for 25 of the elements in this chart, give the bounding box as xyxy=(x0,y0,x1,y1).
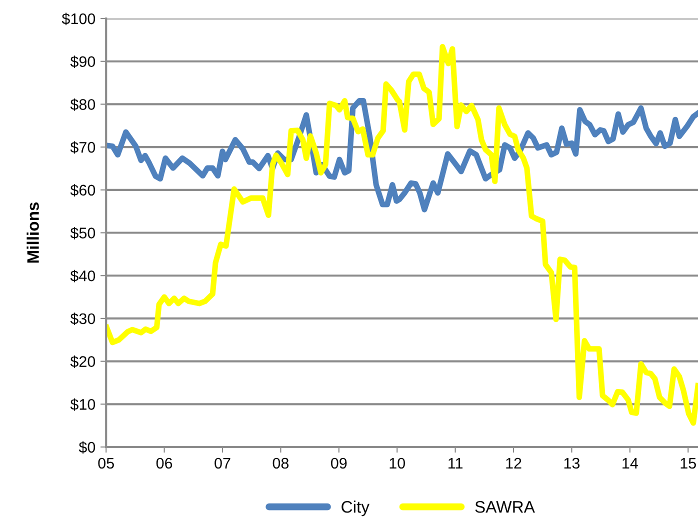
legend-label: SAWRA xyxy=(475,501,535,513)
y-tick-label: $20 xyxy=(70,356,96,368)
x-tick-label: 13 xyxy=(564,458,580,469)
y-axis-title: Millions xyxy=(26,202,39,263)
x-tick-label: 08 xyxy=(272,458,289,469)
y-tick-label: $0 xyxy=(78,441,96,454)
x-tick-label: 05 xyxy=(98,458,114,469)
y-tick-label: $50 xyxy=(70,226,96,240)
x-tick-label: 09 xyxy=(331,458,347,469)
y-tick-label: $70 xyxy=(70,141,96,154)
x-tick-label: 15 xyxy=(680,458,696,469)
y-tick-label: $10 xyxy=(70,398,96,411)
y-tick-label: $40 xyxy=(70,270,96,282)
x-tick-label: 06 xyxy=(156,458,172,469)
y-tick-label: $90 xyxy=(70,56,96,68)
x-tick-label: 14 xyxy=(622,458,638,468)
legend-label: City xyxy=(342,500,370,516)
y-tick-label: $100 xyxy=(62,12,96,26)
x-tick-label: 12 xyxy=(506,458,522,468)
x-tick-label: 10 xyxy=(390,458,405,469)
x-tick-label: 11 xyxy=(448,458,462,468)
y-tick-label: $80 xyxy=(70,98,96,111)
y-tick-label: $30 xyxy=(70,312,96,326)
x-tick-label: 07 xyxy=(214,458,230,469)
y-tick-label: $60 xyxy=(70,184,96,197)
